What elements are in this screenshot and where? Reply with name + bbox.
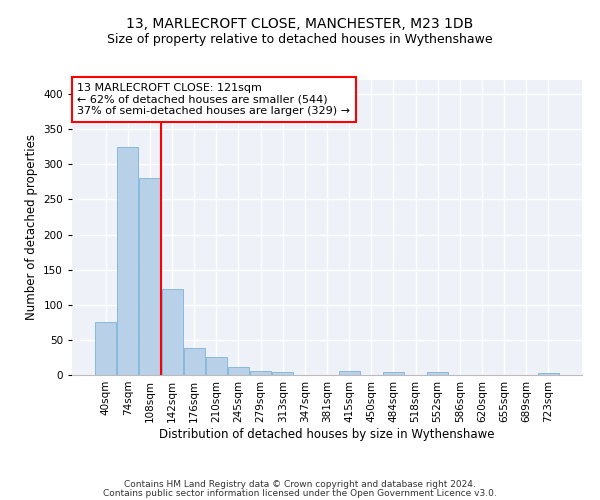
Text: Contains HM Land Registry data © Crown copyright and database right 2024.: Contains HM Land Registry data © Crown c… [124, 480, 476, 489]
Bar [161, 290, 182, 375]
Bar [206, 358, 227, 375]
Bar [538, 373, 559, 375]
Text: 13 MARLECROFT CLOSE: 121sqm
← 62% of detached houses are smaller (544)
37% of se: 13 MARLECROFT CLOSE: 121sqm ← 62% of det… [77, 83, 350, 116]
Bar [427, 372, 448, 375]
Text: Size of property relative to detached houses in Wythenshawe: Size of property relative to detached ho… [107, 32, 493, 46]
X-axis label: Distribution of detached houses by size in Wythenshawe: Distribution of detached houses by size … [159, 428, 495, 440]
Bar [184, 348, 205, 375]
Bar [118, 146, 139, 375]
Bar [250, 372, 271, 375]
Text: 13, MARLECROFT CLOSE, MANCHESTER, M23 1DB: 13, MARLECROFT CLOSE, MANCHESTER, M23 1D… [127, 18, 473, 32]
Bar [228, 366, 249, 375]
Bar [95, 322, 116, 375]
Bar [338, 372, 359, 375]
Text: Contains public sector information licensed under the Open Government Licence v3: Contains public sector information licen… [103, 490, 497, 498]
Bar [383, 372, 404, 375]
Bar [272, 372, 293, 375]
Y-axis label: Number of detached properties: Number of detached properties [25, 134, 38, 320]
Bar [139, 178, 160, 375]
